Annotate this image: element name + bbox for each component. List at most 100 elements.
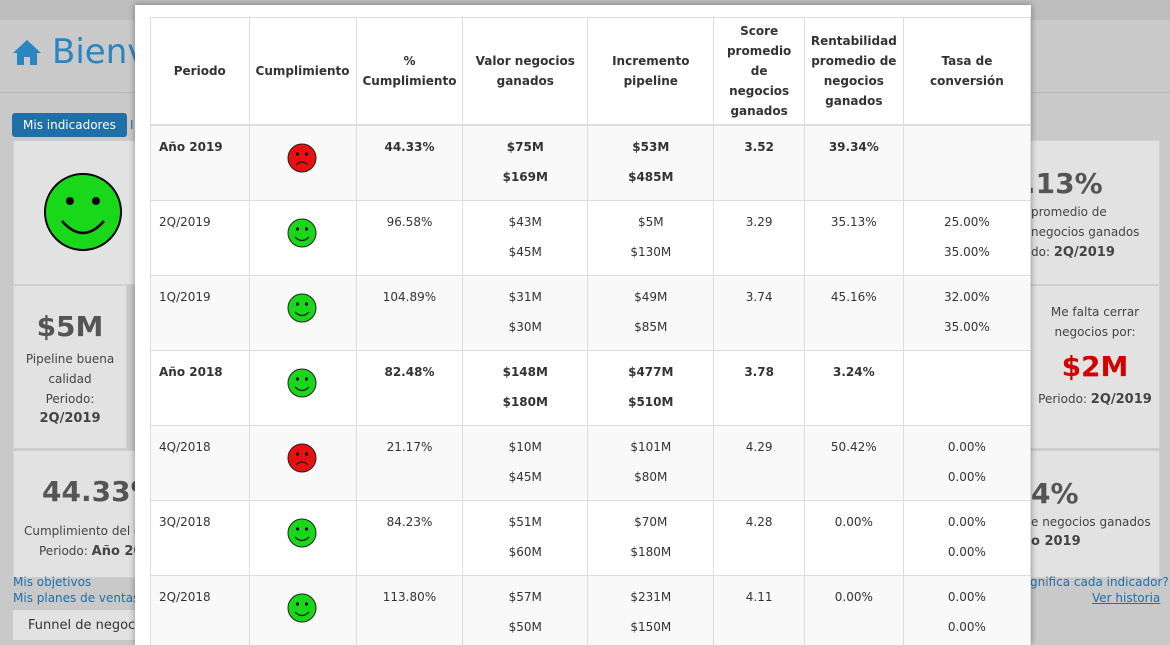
- cell-line: 0.00%: [910, 543, 1024, 573]
- pct-cell: 104.89%: [356, 275, 463, 350]
- value: 4%: [1031, 477, 1159, 510]
- cell-line: $45M: [469, 468, 581, 498]
- score-cell: 3.78: [714, 350, 804, 425]
- link[interactable]: Mis planes de ventas: [13, 591, 139, 605]
- tab[interactable]: I: [130, 118, 134, 132]
- cell-line: $45M: [469, 243, 581, 273]
- status-face: [287, 592, 319, 624]
- cell-line: $477M: [594, 363, 707, 393]
- valor-cell: $57M$50M: [463, 575, 588, 645]
- tasa-cell: [903, 125, 1030, 200]
- link[interactable]: Ver historia: [1092, 591, 1160, 605]
- period: 2Q/2019: [1091, 392, 1152, 407]
- rentabilidad-cell: 39.34%: [804, 125, 903, 200]
- label: Periodo:: [39, 544, 88, 558]
- score-cell: 3.29: [714, 200, 804, 275]
- cell-line: $57M: [469, 588, 581, 618]
- card: .13% promedio de negocios ganados do: 2Q…: [1030, 140, 1160, 285]
- status-face: [287, 517, 319, 549]
- valor-cell: $75M$169M: [463, 125, 588, 200]
- valor-cell: $43M$45M: [463, 200, 588, 275]
- period: o 2019: [1031, 532, 1159, 552]
- label: Cumplimiento del ob: [24, 521, 149, 541]
- valor-cell: $10M$45M: [463, 425, 588, 500]
- cell-line: $180M: [469, 393, 581, 423]
- cell-line: $80M: [594, 468, 707, 498]
- cell-line: $53M: [594, 138, 707, 168]
- cell-line: 35.00%: [910, 318, 1024, 348]
- status-face: [287, 367, 319, 399]
- cell-line: $85M: [594, 318, 707, 348]
- incremento-cell: $5M$130M: [588, 200, 714, 275]
- card: [13, 140, 140, 285]
- rentabilidad-cell: 0.00%: [804, 500, 903, 575]
- tasa-cell: 0.00%0.00%: [903, 425, 1030, 500]
- label: Periodo:: [1038, 392, 1087, 406]
- card: 44.33% Cumplimiento del ob Periodo: Año …: [13, 450, 140, 578]
- tasa-cell: [903, 350, 1030, 425]
- cell-line: $50M: [469, 618, 581, 645]
- label: e negocios ganados: [1031, 512, 1159, 532]
- link[interactable]: Mis objetivos: [13, 575, 91, 589]
- label: Me falta cerrar negocios por:: [1031, 302, 1159, 342]
- cell-line: $148M: [469, 363, 581, 393]
- cell-line: $510M: [594, 393, 707, 423]
- value: $2M: [1031, 350, 1159, 383]
- cell-line: $49M: [594, 288, 707, 318]
- cell-line: 0.00%: [910, 468, 1024, 498]
- link[interactable]: gnifica cada indicador?: [1030, 575, 1169, 589]
- cell-line: $231M: [594, 588, 707, 618]
- column-header: Periodo: [151, 18, 250, 126]
- status-face: [287, 142, 319, 174]
- cell-line: 25.00%: [910, 213, 1024, 243]
- cell-line: $180M: [594, 543, 707, 573]
- period: 2Q/2019: [1054, 245, 1115, 260]
- incremento-cell: $477M$510M: [588, 350, 714, 425]
- cell-line: $485M: [594, 168, 707, 198]
- cell-line: $5M: [594, 213, 707, 243]
- valor-cell: $51M$60M: [463, 500, 588, 575]
- label: Periodo:: [14, 389, 126, 409]
- cell-line: 0.00%: [910, 438, 1024, 468]
- rentabilidad-cell: 3.24%: [804, 350, 903, 425]
- column-header: Cumplimiento: [249, 18, 356, 126]
- cell-line: $43M: [469, 213, 581, 243]
- tasa-cell: 25.00%35.00%: [903, 200, 1030, 275]
- status-face: [287, 442, 319, 474]
- status-cell: [249, 350, 356, 425]
- pct-cell: 96.58%: [356, 200, 463, 275]
- cell-line: $150M: [594, 618, 707, 645]
- cell-line: $169M: [469, 168, 581, 198]
- tasa-cell: 0.00%0.00%: [903, 575, 1030, 645]
- score-cell: 3.74: [714, 275, 804, 350]
- period-cell: 1Q/2019: [151, 275, 250, 350]
- smiley-large: [14, 141, 139, 284]
- period-cell: 4Q/2018: [151, 425, 250, 500]
- label: do:: [1031, 245, 1050, 259]
- page-title: Bienv: [52, 32, 147, 72]
- value: .13%: [1025, 167, 1159, 200]
- status-face: [287, 217, 319, 249]
- cell-line: $30M: [469, 318, 581, 348]
- status-cell: [249, 425, 356, 500]
- column-header: Rentabilidad promedio de negocios ganado…: [804, 18, 903, 126]
- rentabilidad-cell: 0.00%: [804, 575, 903, 645]
- status-cell: [249, 200, 356, 275]
- card: $5M Pipeline buena calidad Periodo: 2Q/2…: [13, 285, 127, 449]
- card: Me falta cerrar negocios por: $2M Period…: [1030, 285, 1160, 449]
- tab[interactable]: Mis indicadores: [12, 113, 127, 137]
- home-icon: [12, 38, 42, 66]
- score-cell: 3.52: [714, 125, 804, 200]
- period-cell: Año 2018: [151, 350, 250, 425]
- status-cell: [249, 500, 356, 575]
- pct-cell: 44.33%: [356, 125, 463, 200]
